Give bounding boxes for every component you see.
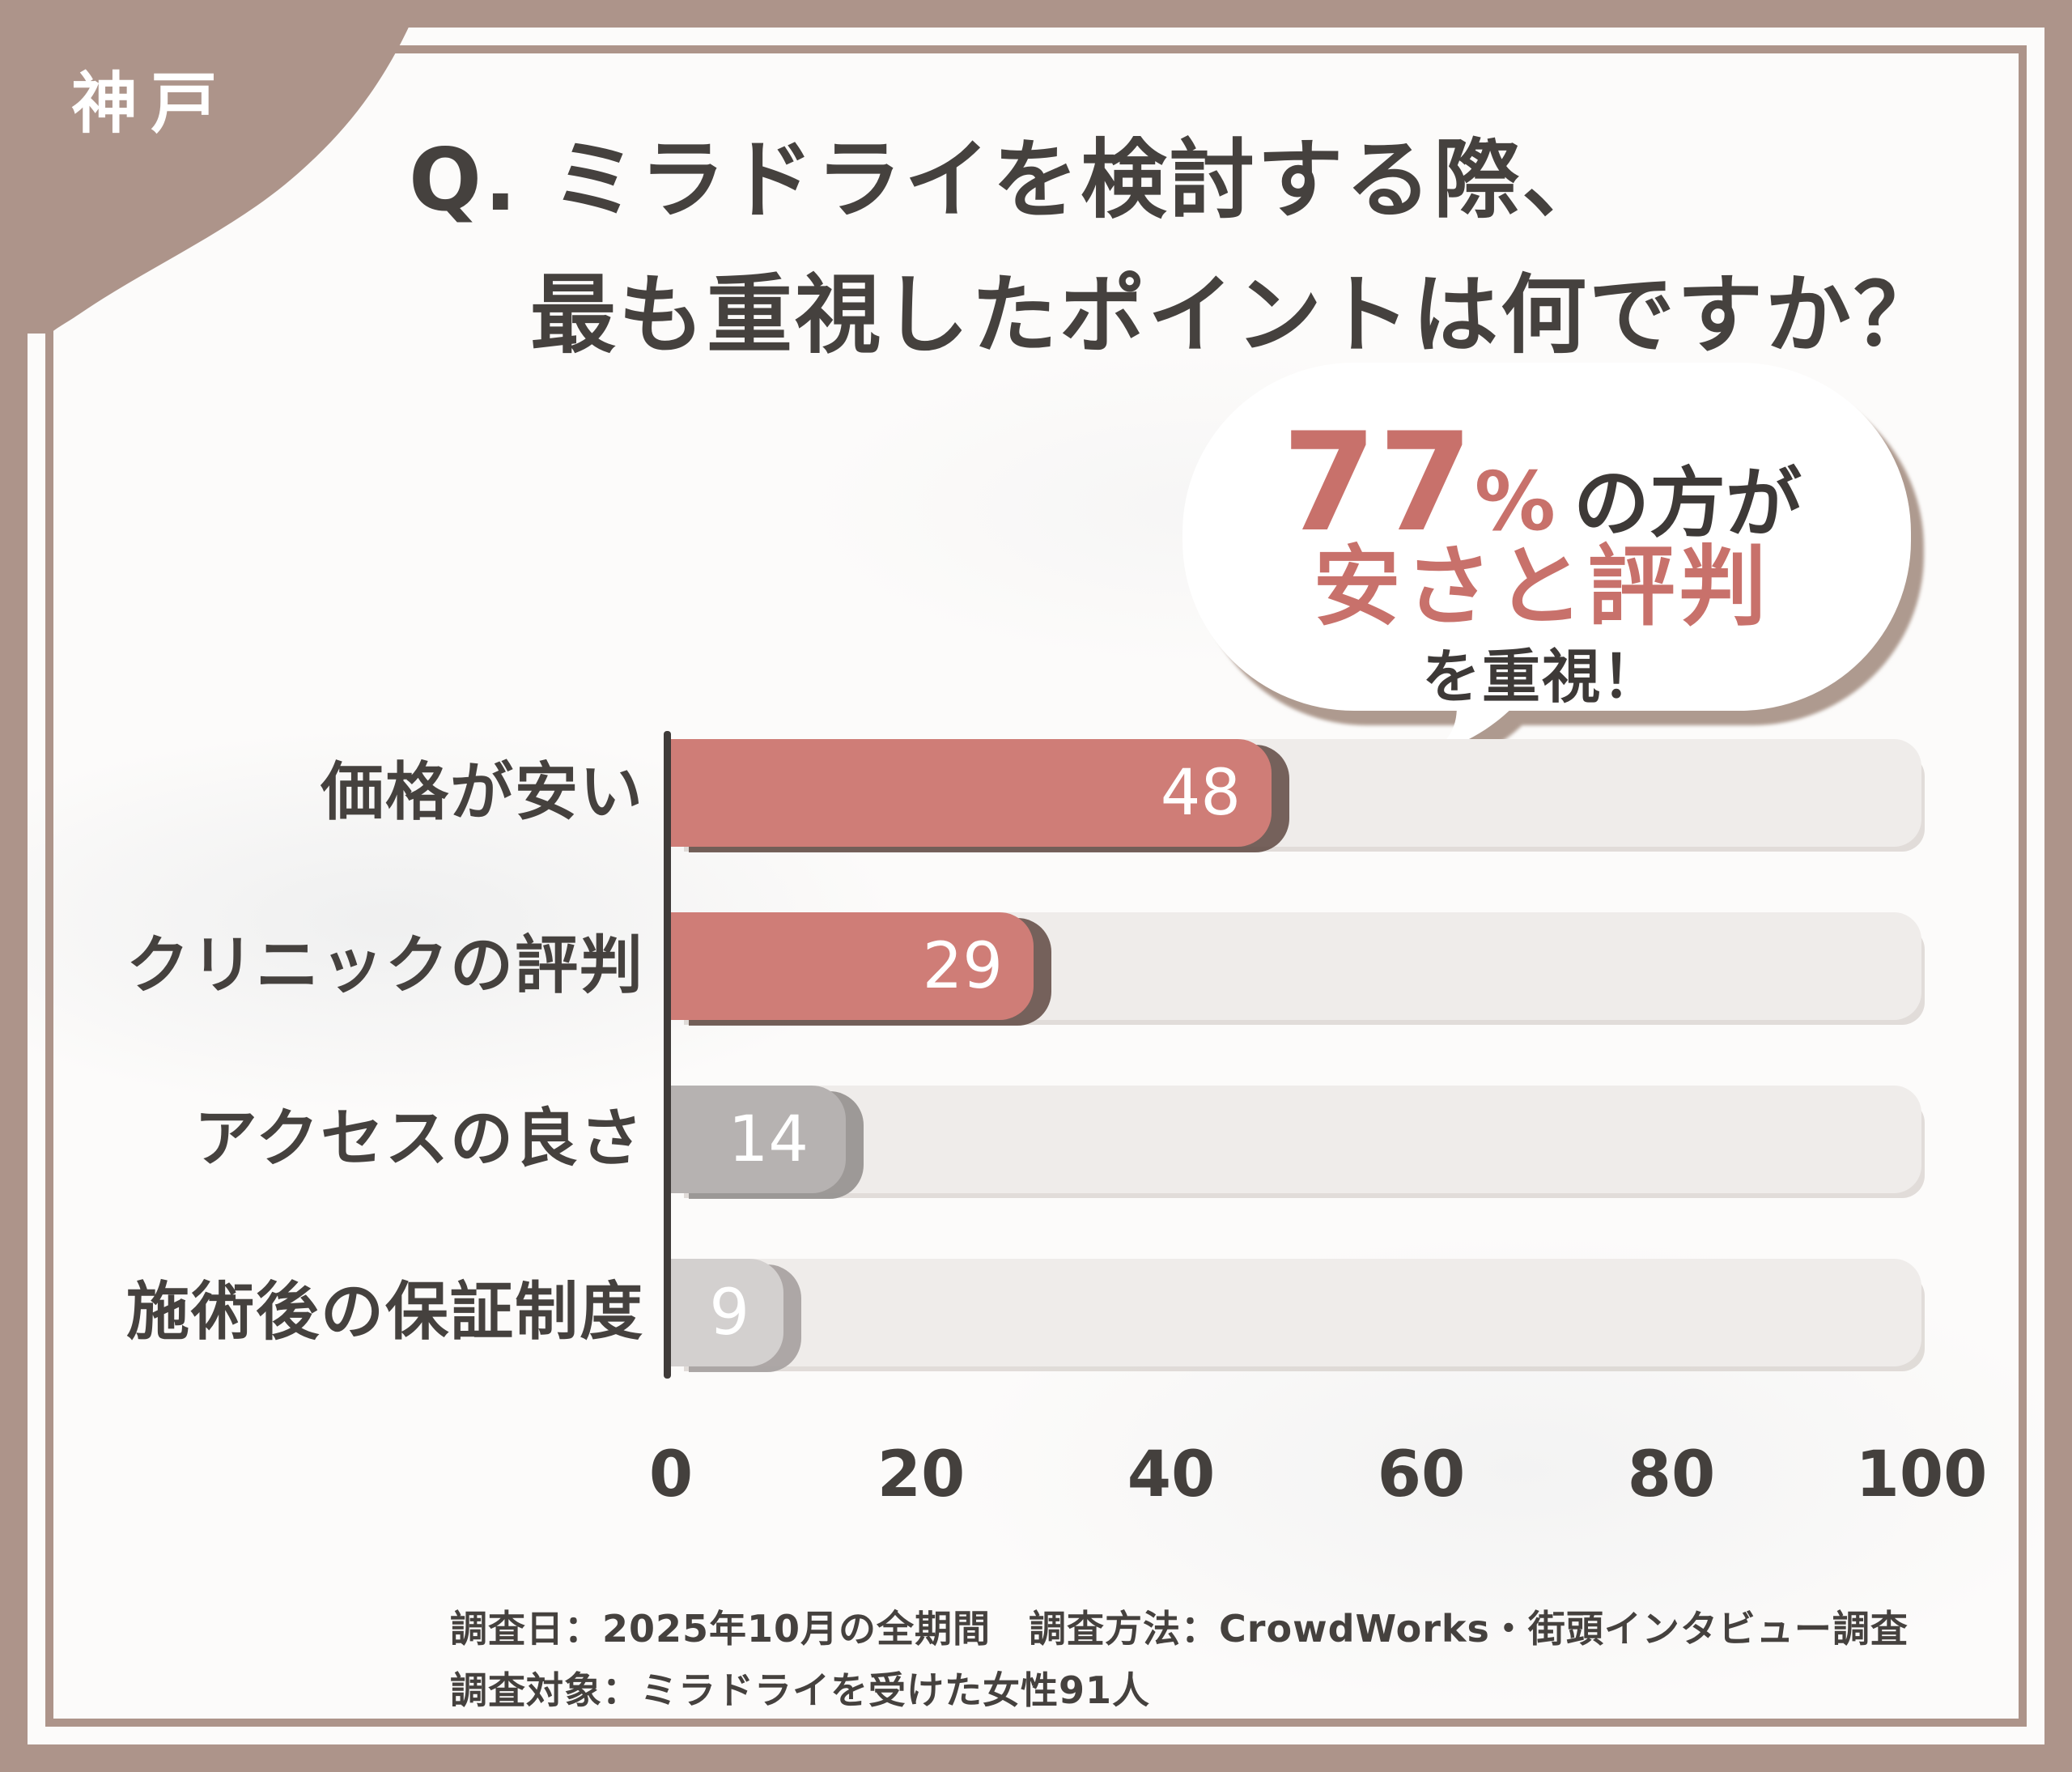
survey-note-line2: 調査対象：ミラドライを受けた女性91人 — [450, 1668, 1151, 1712]
bar-value: 9 — [709, 1276, 749, 1349]
bar-label: 施術後の保証制度 — [125, 1276, 644, 1349]
x-axis-tick: 20 — [877, 1438, 966, 1511]
bubble-stat-line: 77% の方が — [1178, 414, 1906, 550]
corner-blob — [0, 0, 421, 334]
bar-fill: 14 — [671, 1086, 846, 1193]
x-axis-tick: 40 — [1127, 1438, 1216, 1511]
x-axis-tick: 100 — [1855, 1438, 1988, 1511]
bar-fill: 29 — [671, 912, 1034, 1020]
bar-value: 14 — [728, 1103, 809, 1176]
x-axis-tick: 80 — [1627, 1438, 1716, 1511]
x-axis-tick: 0 — [648, 1438, 694, 1511]
bar-track — [671, 1086, 1921, 1193]
speech-bubble-tail — [1427, 678, 1535, 756]
bubble-stat-number: 77 — [1281, 403, 1475, 562]
region-badge-label: 神戸 — [71, 66, 231, 142]
page-title-line2: 最も重視したポイントは何ですか？ — [530, 266, 1942, 365]
speech-bubble-body — [1182, 363, 1911, 711]
bubble-stat-suffix: の方が — [1573, 460, 1802, 548]
bar-value: 29 — [922, 929, 1003, 1003]
y-axis-line — [664, 731, 671, 1379]
bar-label: アクセスの良さ — [193, 1103, 644, 1175]
page-title-line1: Q. ミラドライを検討する際、 — [409, 130, 1611, 230]
bar-fill: 9 — [671, 1259, 783, 1366]
bar-label: クリニックの評判 — [125, 929, 644, 1002]
x-axis-tick: 60 — [1377, 1438, 1466, 1511]
survey-note-line1: 調査日：2025年10月の全期間 調査方法：CrowdWorks・街頭インタビュ… — [450, 1607, 1909, 1651]
bubble-stat-percent: % — [1474, 454, 1556, 549]
bar-value: 48 — [1160, 756, 1241, 830]
bubble-highlight: 安さと評判 — [1313, 537, 1771, 638]
bar-track — [671, 1259, 1921, 1366]
bubble-emphasis: を重視！ — [1421, 643, 1662, 711]
bar-label: 価格が安い — [320, 756, 644, 829]
card-background — [28, 28, 2044, 1744]
bar-fill: 48 — [671, 739, 1272, 847]
